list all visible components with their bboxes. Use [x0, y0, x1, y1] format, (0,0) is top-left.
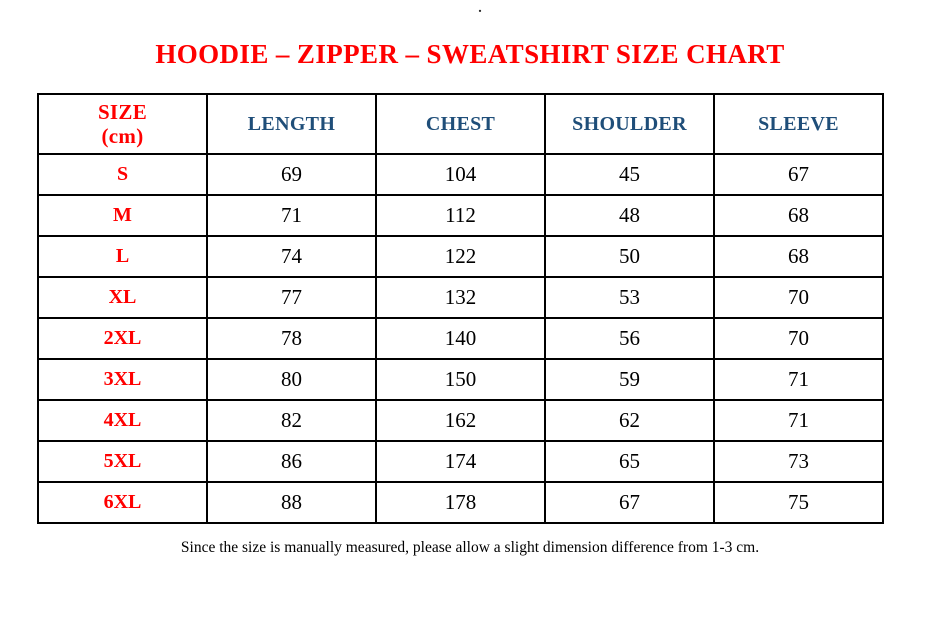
table-row: L 74 122 50 68 — [37, 235, 884, 278]
col-header-size: SIZE (cm) — [37, 93, 208, 155]
chest-value: 174 — [375, 440, 546, 483]
size-label: S — [37, 153, 208, 196]
table-row: 4XL 82 162 62 71 — [37, 399, 884, 442]
shoulder-value: 65 — [544, 440, 715, 483]
col-header-shoulder: SHOULDER — [544, 93, 715, 155]
stray-dot: . — [478, 1, 482, 16]
size-label: 2XL — [37, 317, 208, 360]
shoulder-value: 62 — [544, 399, 715, 442]
chest-value: 162 — [375, 399, 546, 442]
size-chart-table: SIZE (cm) LENGTH CHEST SHOULDER SLEEVE S… — [37, 93, 884, 524]
size-label: 4XL — [37, 399, 208, 442]
sleeve-value: 71 — [713, 358, 884, 401]
shoulder-value: 59 — [544, 358, 715, 401]
sleeve-value: 70 — [713, 276, 884, 319]
table-row: 3XL 80 150 59 71 — [37, 358, 884, 401]
length-value: 78 — [206, 317, 377, 360]
length-value: 80 — [206, 358, 377, 401]
shoulder-value: 56 — [544, 317, 715, 360]
table-row: 2XL 78 140 56 70 — [37, 317, 884, 360]
shoulder-value: 45 — [544, 153, 715, 196]
sleeve-value: 68 — [713, 194, 884, 237]
col-header-length: LENGTH — [206, 93, 377, 155]
table-row: 6XL 88 178 67 75 — [37, 481, 884, 524]
size-label: 5XL — [37, 440, 208, 483]
length-value: 82 — [206, 399, 377, 442]
sleeve-value: 75 — [713, 481, 884, 524]
length-value: 74 — [206, 235, 377, 278]
length-value: 88 — [206, 481, 377, 524]
col-header-chest: CHEST — [375, 93, 546, 155]
chest-value: 140 — [375, 317, 546, 360]
size-label: L — [37, 235, 208, 278]
size-label: 6XL — [37, 481, 208, 524]
sleeve-value: 67 — [713, 153, 884, 196]
chest-value: 122 — [375, 235, 546, 278]
length-value: 71 — [206, 194, 377, 237]
size-label: M — [37, 194, 208, 237]
size-label: XL — [37, 276, 208, 319]
length-value: 69 — [206, 153, 377, 196]
measurement-note: Since the size is manually measured, ple… — [180, 539, 760, 556]
shoulder-value: 48 — [544, 194, 715, 237]
length-value: 77 — [206, 276, 377, 319]
sleeve-value: 70 — [713, 317, 884, 360]
chest-value: 150 — [375, 358, 546, 401]
chest-value: 112 — [375, 194, 546, 237]
table-row: 5XL 86 174 65 73 — [37, 440, 884, 483]
table-row: XL 77 132 53 70 — [37, 276, 884, 319]
sleeve-value: 71 — [713, 399, 884, 442]
sleeve-value: 68 — [713, 235, 884, 278]
page-title: HOODIE – ZIPPER – SWEATSHIRT SIZE CHART — [155, 39, 785, 69]
size-label: 3XL — [37, 358, 208, 401]
col-header-sleeve: SLEEVE — [713, 93, 884, 155]
chest-value: 104 — [375, 153, 546, 196]
table-header-row: SIZE (cm) LENGTH CHEST SHOULDER SLEEVE — [37, 93, 884, 155]
length-value: 86 — [206, 440, 377, 483]
shoulder-value: 67 — [544, 481, 715, 524]
table-row: M 71 112 48 68 — [37, 194, 884, 237]
chest-value: 132 — [375, 276, 546, 319]
sleeve-value: 73 — [713, 440, 884, 483]
shoulder-value: 53 — [544, 276, 715, 319]
shoulder-value: 50 — [544, 235, 715, 278]
chest-value: 178 — [375, 481, 546, 524]
table-row: S 69 104 45 67 — [37, 153, 884, 196]
